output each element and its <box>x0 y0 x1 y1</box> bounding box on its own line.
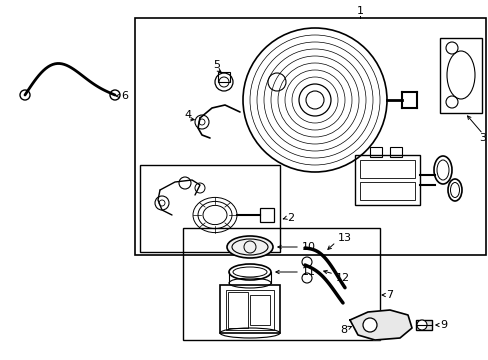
Text: 4: 4 <box>184 110 191 120</box>
Text: 5: 5 <box>213 60 220 70</box>
Bar <box>369 147 381 157</box>
Text: 11: 11 <box>302 267 315 277</box>
Text: 7: 7 <box>386 290 393 300</box>
Text: 1: 1 <box>356 6 363 16</box>
Bar <box>439 38 481 113</box>
Bar <box>183 228 379 340</box>
Bar <box>249 295 269 325</box>
Text: 6: 6 <box>121 91 128 101</box>
Ellipse shape <box>226 236 272 258</box>
Bar <box>218 72 229 82</box>
Text: 2: 2 <box>287 213 294 223</box>
Circle shape <box>362 318 376 332</box>
Bar <box>359 160 414 178</box>
Bar <box>225 290 273 330</box>
Text: 9: 9 <box>440 320 447 330</box>
Bar <box>140 165 280 252</box>
Bar <box>359 182 414 200</box>
Bar <box>220 285 280 333</box>
Circle shape <box>416 320 426 330</box>
Polygon shape <box>349 310 411 340</box>
Bar <box>227 292 247 328</box>
Text: 3: 3 <box>479 133 486 143</box>
Bar <box>354 155 419 205</box>
Text: 10: 10 <box>302 242 315 252</box>
Bar <box>415 320 431 330</box>
Text: 8: 8 <box>340 325 347 335</box>
Bar <box>389 147 401 157</box>
Bar <box>260 208 273 222</box>
Bar <box>135 18 485 255</box>
Text: 12: 12 <box>335 273 349 283</box>
Text: 13: 13 <box>337 233 351 243</box>
